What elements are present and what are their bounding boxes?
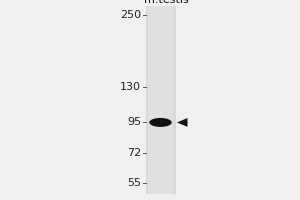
Text: 250: 250 [120, 10, 141, 20]
Bar [146, 6, 176, 194]
Text: 55: 55 [127, 178, 141, 188]
Bar [148, 6, 173, 194]
Ellipse shape [149, 118, 172, 127]
Polygon shape [177, 118, 188, 127]
Text: m.testis: m.testis [144, 0, 189, 5]
Text: 95: 95 [127, 117, 141, 127]
Text: 72: 72 [127, 148, 141, 158]
Text: 130: 130 [120, 82, 141, 92]
